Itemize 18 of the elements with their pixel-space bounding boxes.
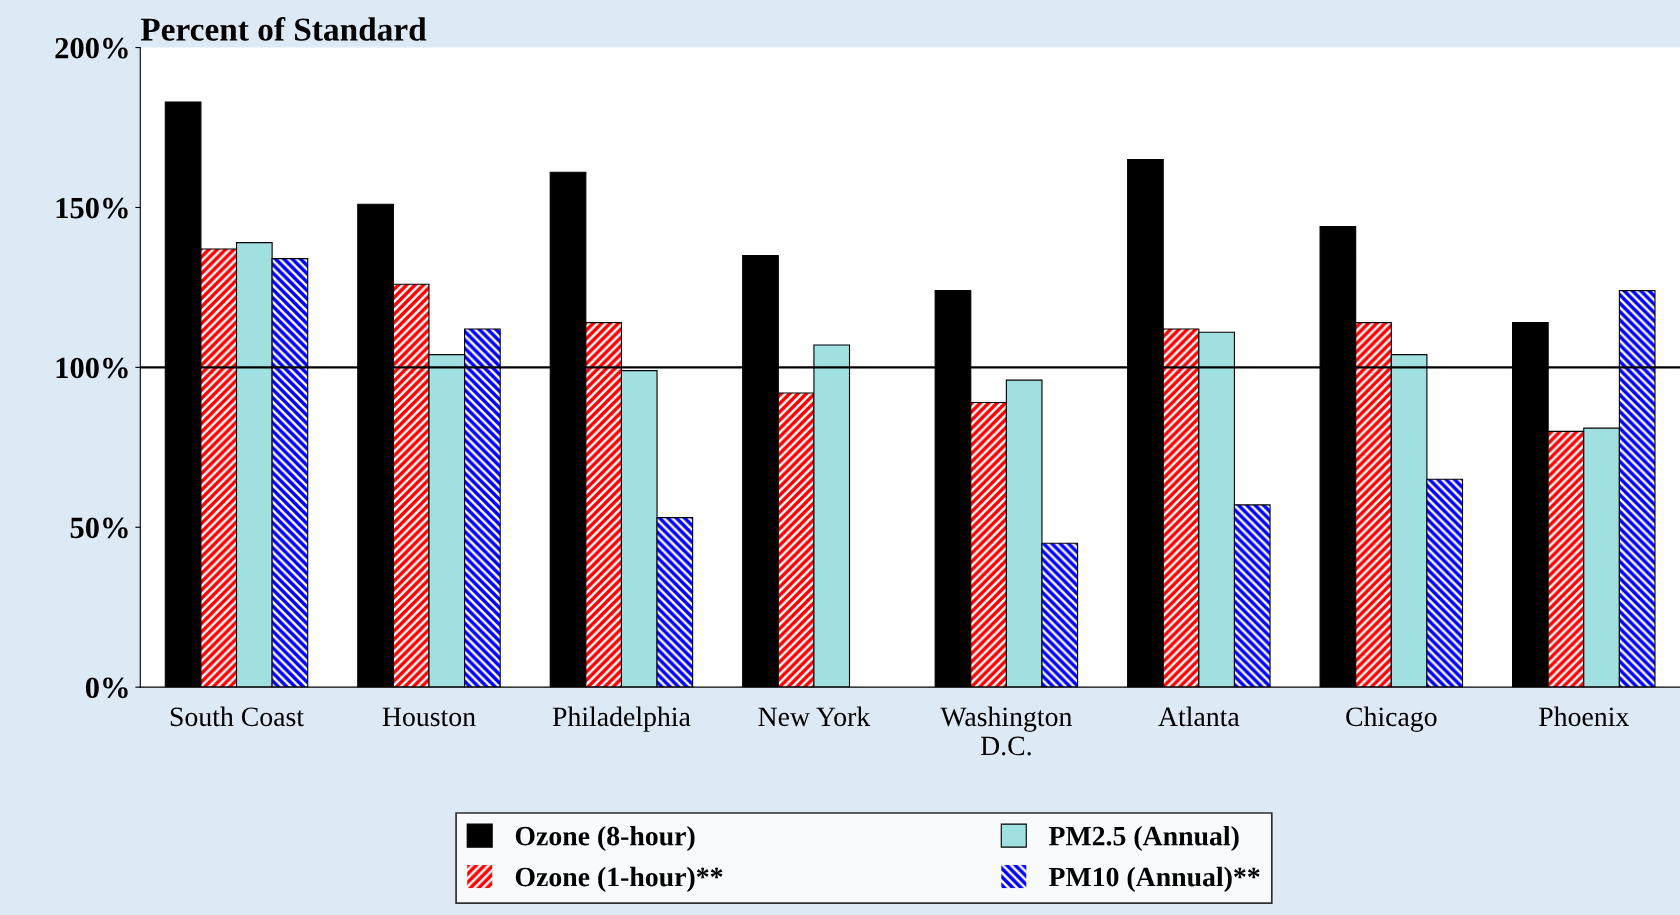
x-tick-label: Phoenix [1539, 706, 1629, 727]
y-tick-label: 100% [56, 357, 128, 379]
legend-label: PM10 (Annual)** [1048, 866, 1260, 893]
x-tick-label: New York [758, 706, 871, 727]
x-tick-label: South Coast [170, 706, 304, 727]
x-tick-label: Chicago [1346, 706, 1437, 732]
y-tick-label: 50% [70, 517, 128, 539]
legend-label: PM2.5 (Annual) [1048, 825, 1239, 852]
chart-title: Percent of Standard [140, 17, 427, 41]
legend-label: Ozone (8-hour) [515, 825, 695, 852]
y-tick-label: 0% [85, 677, 128, 699]
y-tick-label: 150% [56, 197, 128, 219]
x-tick-label: Philadelphia [552, 706, 691, 732]
x-tick-label: Atlanta [1158, 706, 1240, 727]
x-tick-label: Houston [382, 707, 476, 727]
y-tick-label: 200% [55, 37, 128, 59]
x-tick-label: Washington D.C. [940, 706, 1072, 756]
legend-label: Ozone (1-hour)** [515, 866, 723, 893]
